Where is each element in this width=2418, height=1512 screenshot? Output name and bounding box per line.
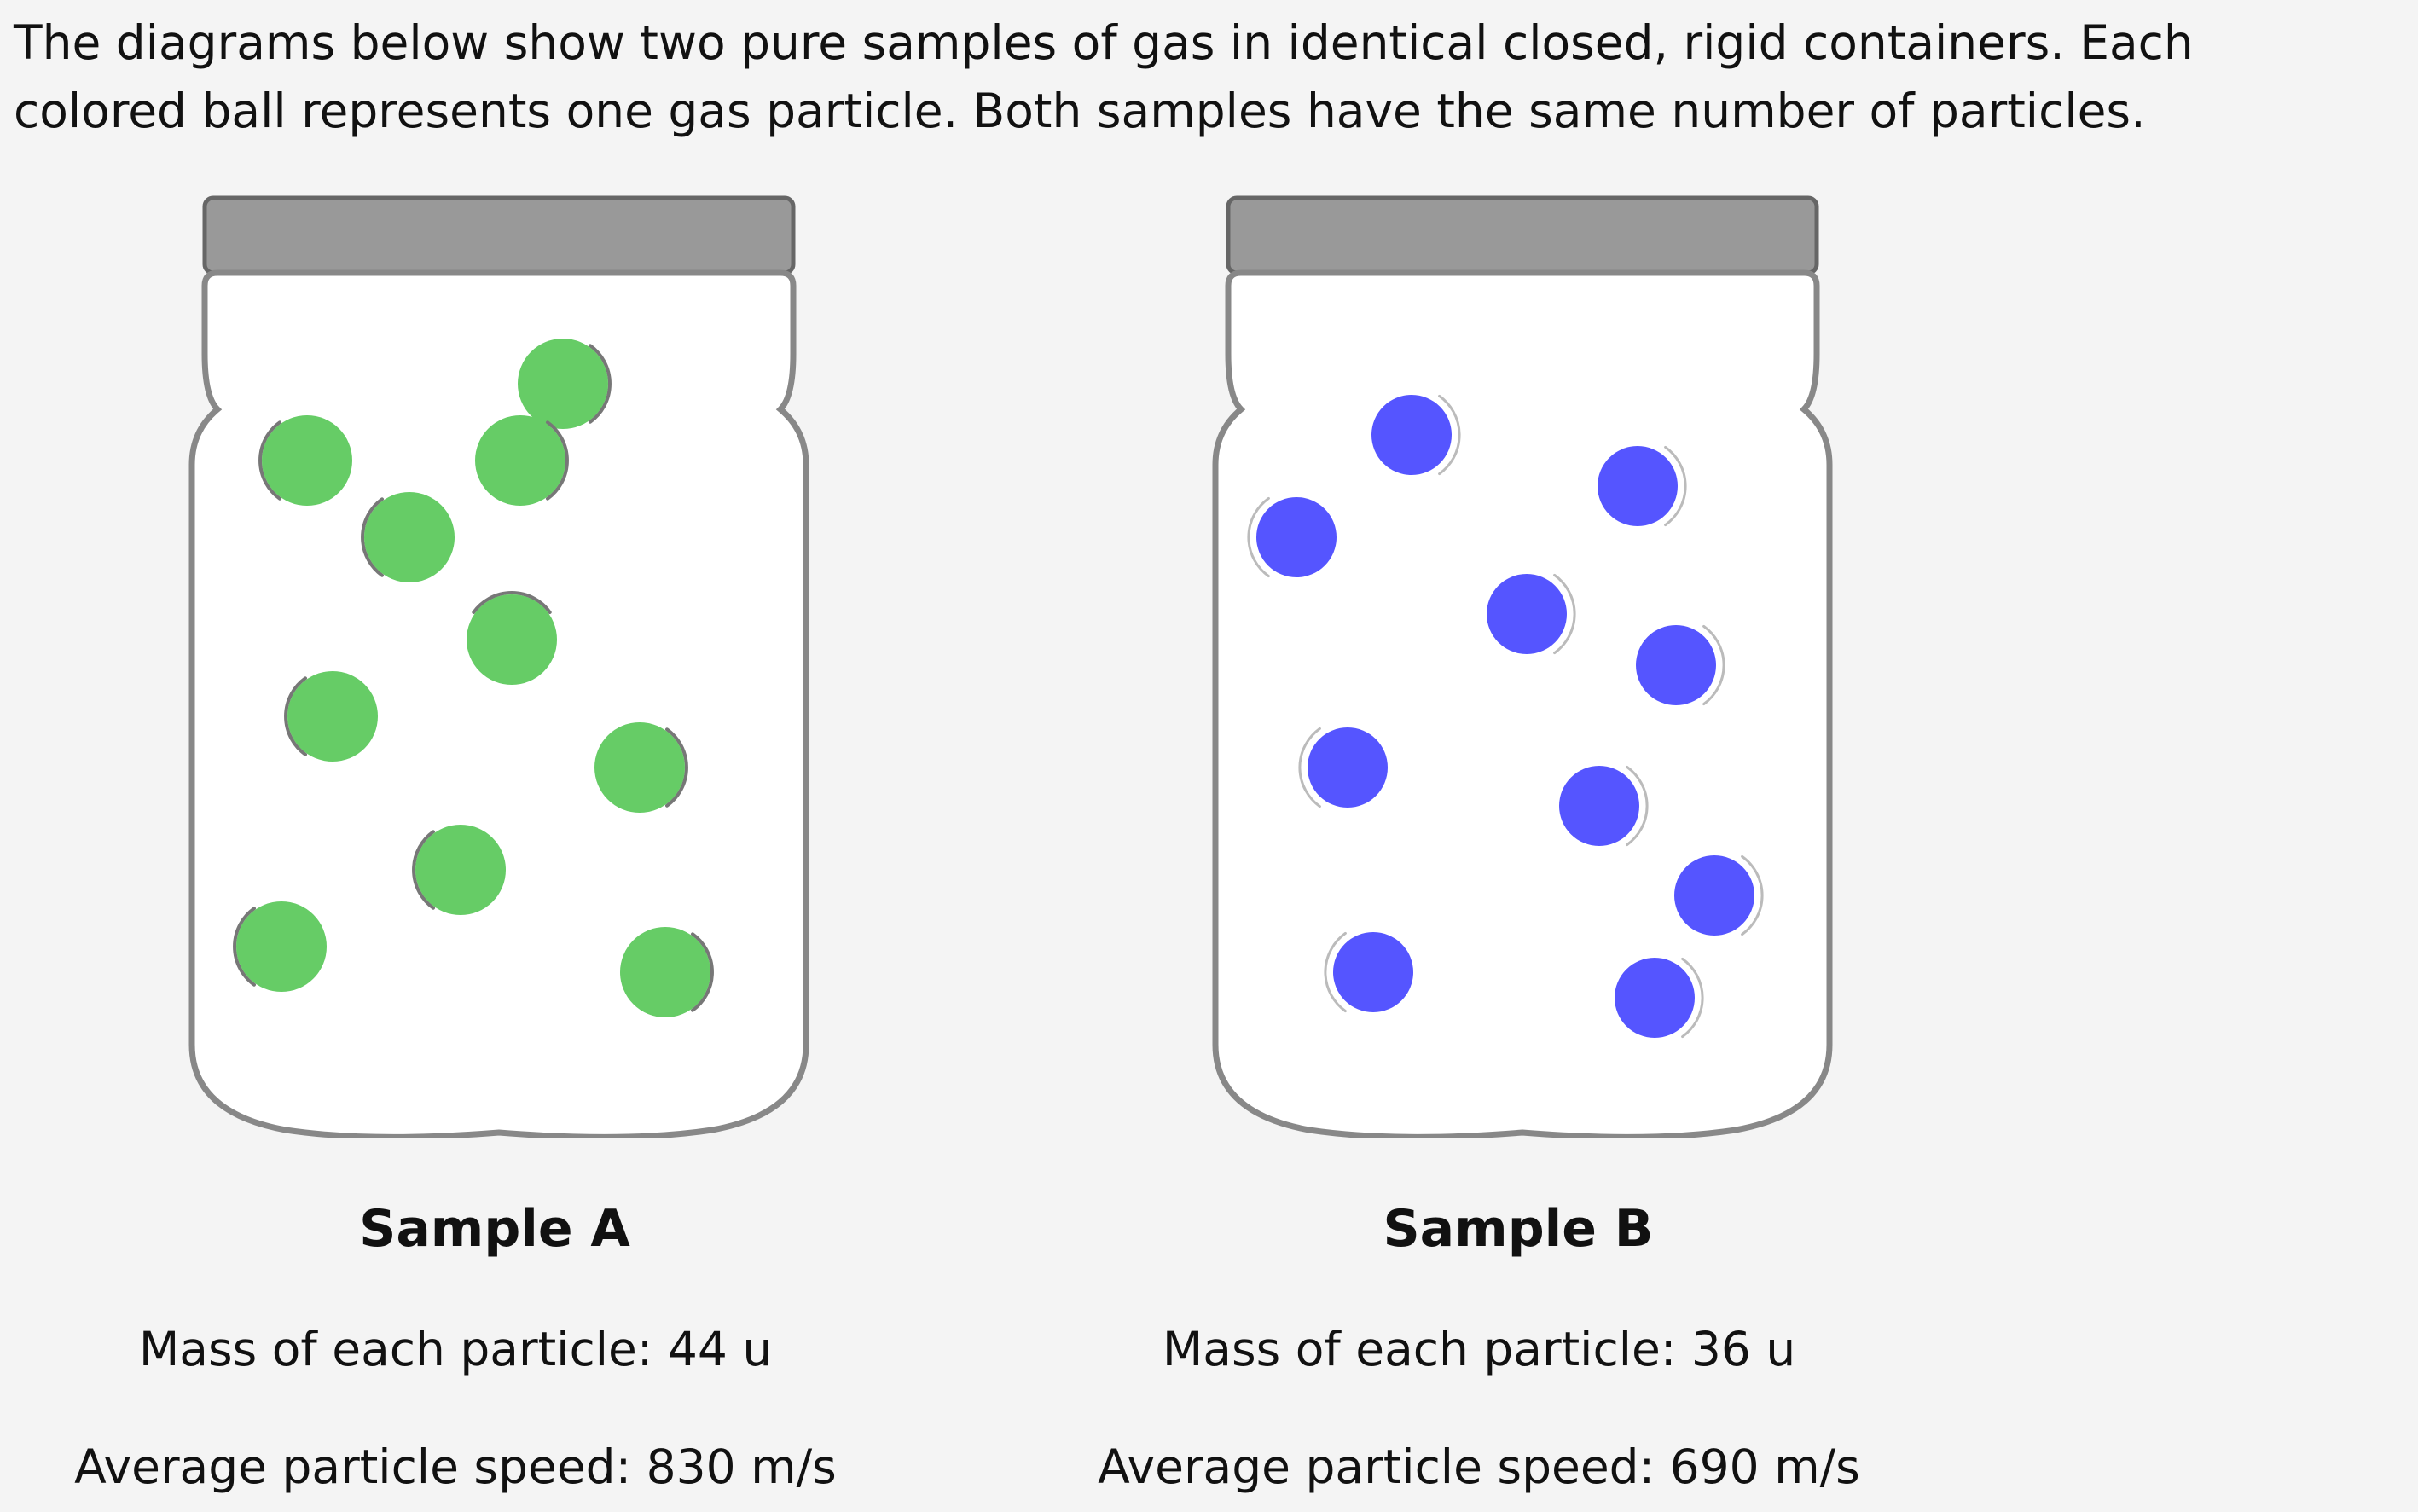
particle-b — [1256, 497, 1337, 577]
particle-b — [1487, 574, 1567, 654]
particle-b — [1674, 855, 1754, 936]
particle-a — [236, 901, 327, 992]
motion-mark-outer — [412, 830, 435, 910]
particle-a-group — [594, 722, 688, 813]
motion-mark-outer — [472, 591, 552, 614]
particle-b-group — [1598, 445, 1687, 527]
particle-b — [1559, 766, 1639, 846]
particle-b-group — [1324, 931, 1413, 1013]
particle-b — [1371, 395, 1452, 475]
sample-a-mass-label: Mass of each particle — [139, 1322, 668, 1376]
intro-line-2: colored ball represents one gas particle… — [14, 84, 2146, 138]
jar-a-body — [188, 269, 809, 1138]
particle-b-group — [1559, 765, 1649, 847]
particle-b — [1333, 932, 1413, 1012]
motion-mark-outer — [361, 497, 384, 577]
motion-mark — [1626, 765, 1649, 847]
sample-a-mass-unit: u — [742, 1322, 773, 1376]
sample-b-speed-label: Average particle speed — [1098, 1440, 1669, 1494]
particle-a — [594, 722, 685, 813]
particle-a — [262, 415, 352, 506]
sample-a-speed-label: Average particle speed — [74, 1440, 646, 1494]
particle-a — [287, 671, 378, 762]
particle-a-group — [475, 415, 569, 506]
jar-b-body — [1212, 269, 1833, 1138]
particle-b — [1308, 727, 1388, 808]
motion-mark-outer — [546, 420, 569, 501]
particles-b — [1247, 394, 1764, 1039]
sample-b-speed-unit: m/s — [1774, 1440, 1860, 1494]
motion-mark — [1702, 624, 1725, 706]
particle-a — [467, 594, 557, 685]
jar-sample-b — [1207, 192, 1838, 1138]
sample-a-speed-value: 830 — [646, 1440, 736, 1494]
jar-b-lid — [1226, 195, 1819, 275]
sample-b-title: Sample B — [1383, 1199, 1654, 1259]
particle-b-group — [1615, 957, 1704, 1039]
motion-mark — [1324, 931, 1347, 1013]
motion-mark-outer — [691, 932, 714, 1012]
jar-b-drawing — [1212, 195, 1833, 1138]
motion-mark — [1681, 957, 1704, 1039]
jar-a-drawing — [188, 195, 809, 1138]
particle-a-group — [284, 671, 378, 762]
particle-b-group — [1371, 394, 1461, 476]
particle-a — [364, 492, 455, 582]
particle-b-group — [1636, 624, 1725, 706]
sample-a-title: Sample A — [359, 1199, 630, 1259]
motion-mark — [1247, 496, 1270, 578]
particle-b — [1615, 958, 1695, 1038]
motion-mark-outer — [233, 907, 256, 987]
motion-mark — [1553, 573, 1576, 655]
motion-mark — [1664, 445, 1687, 527]
motion-mark-outer — [284, 676, 307, 756]
particle-b-group — [1247, 496, 1337, 578]
motion-mark — [1438, 394, 1461, 476]
jar-a-lid — [202, 195, 796, 275]
intro-text: The diagrams below show two pure samples… — [14, 9, 2317, 145]
motion-mark-outer — [258, 420, 281, 501]
sample-a-mass: Mass of each particle44 u — [0, 1322, 925, 1376]
particle-a — [518, 339, 608, 429]
particle-b — [1598, 446, 1678, 526]
jar-sample-a — [183, 192, 815, 1138]
particle-a-group — [258, 415, 352, 506]
intro-line-1: The diagrams below show two pure samples… — [14, 15, 2194, 70]
sample-b-mass-value: 36 — [1690, 1322, 1751, 1376]
particle-a-group — [518, 339, 612, 429]
particle-b-group — [1487, 573, 1576, 655]
particle-a — [415, 825, 506, 915]
sample-b-mass: Mass of each particle36 u — [1010, 1322, 1948, 1376]
particle-a-group — [467, 591, 557, 685]
sample-a-speed-unit: m/s — [751, 1440, 837, 1494]
sample-b-mass-unit: u — [1766, 1322, 1796, 1376]
particle-b — [1636, 625, 1716, 705]
motion-mark — [1298, 727, 1321, 808]
motion-mark-outer — [589, 344, 612, 424]
sample-a-mass-value: 44 — [667, 1322, 728, 1376]
particles-a — [233, 339, 714, 1017]
particle-a-group — [620, 927, 714, 1017]
particle-b-group — [1674, 854, 1764, 936]
motion-mark — [1741, 854, 1764, 936]
sample-b-speed-value: 690 — [1669, 1440, 1760, 1494]
motion-mark-outer — [665, 727, 688, 808]
sample-a-speed: Average particle speed830 m/s — [0, 1440, 925, 1494]
sample-b-mass-label: Mass of each particle — [1163, 1322, 1691, 1376]
sample-b-speed: Average particle speed690 m/s — [1010, 1440, 1948, 1494]
particle-b-group — [1298, 727, 1388, 808]
particle-a — [620, 927, 710, 1017]
particle-a-group — [233, 901, 327, 992]
particle-a-group — [412, 825, 506, 915]
particle-a-group — [361, 492, 455, 582]
particle-a — [475, 415, 565, 506]
